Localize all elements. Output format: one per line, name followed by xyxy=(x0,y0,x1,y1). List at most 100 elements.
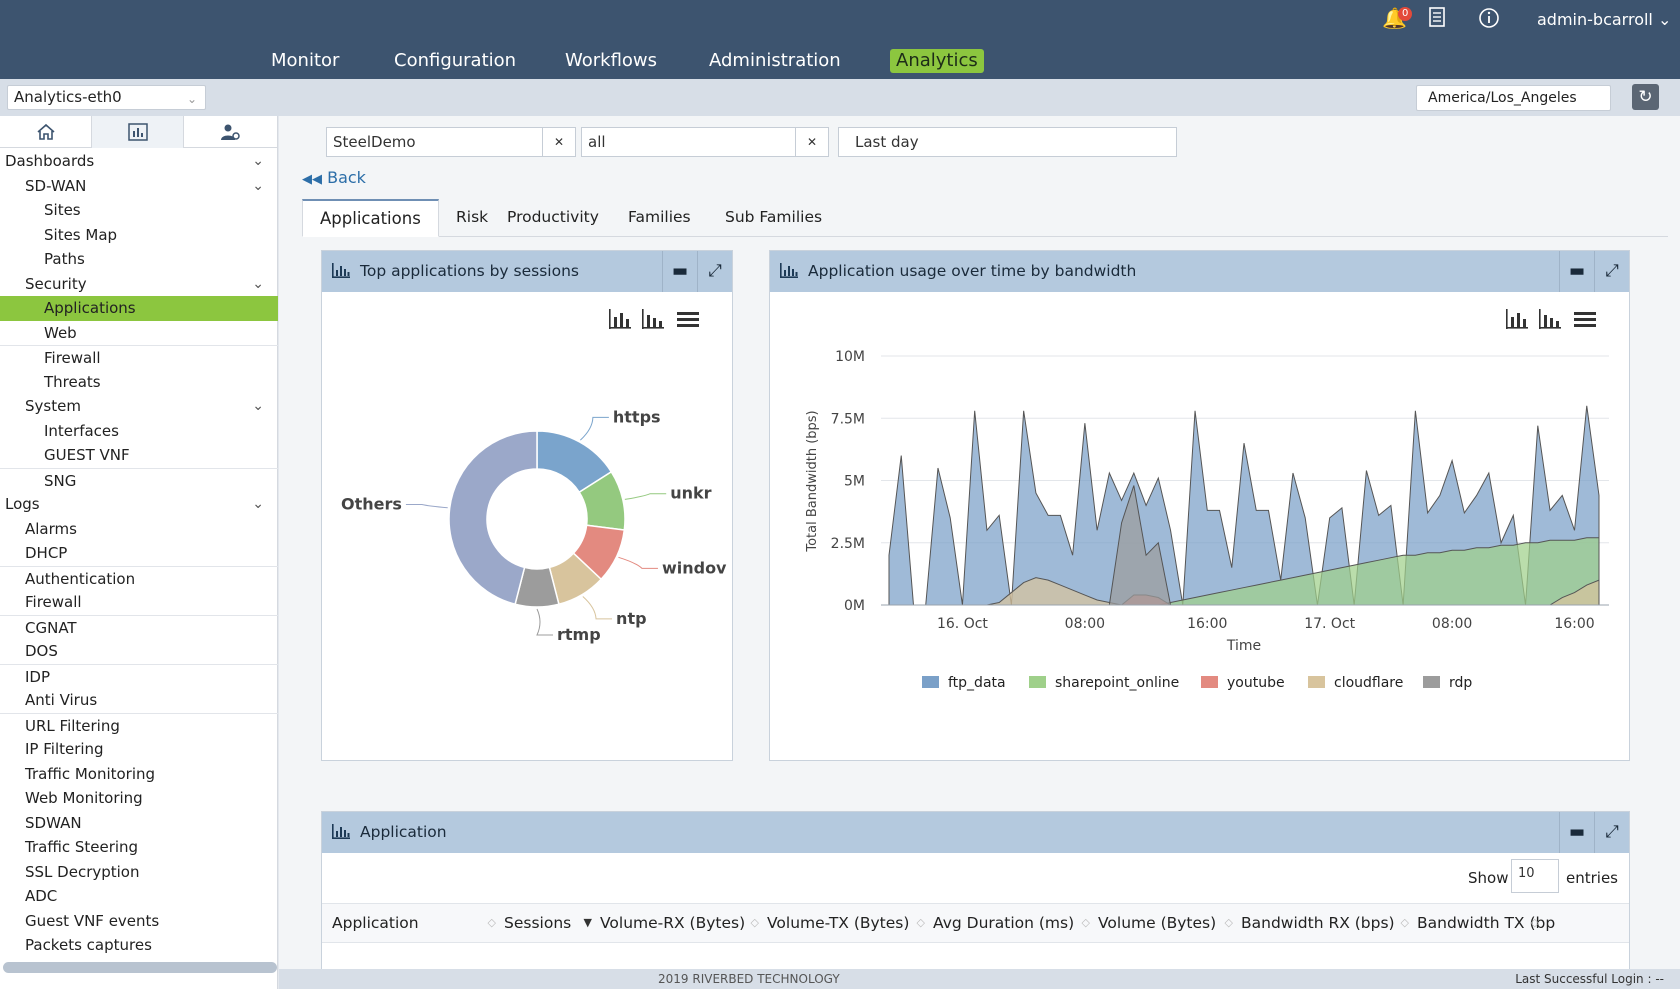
sidebar-tab-dashboards[interactable] xyxy=(92,116,184,148)
tab-productivity[interactable]: Productivity xyxy=(507,208,599,226)
column-header[interactable]: Application ◇ xyxy=(332,904,504,942)
donut-connector xyxy=(618,556,658,569)
sidebar-item-adc[interactable]: ADC xyxy=(0,884,278,909)
sidebar-item-interfaces[interactable]: Interfaces xyxy=(0,419,278,444)
user-menu[interactable]: admin-bcarroll ⌄ xyxy=(1537,10,1671,29)
sidebar-item-label: Applications xyxy=(44,299,136,317)
sidebar-item-sdwan[interactable]: SDWAN xyxy=(0,811,278,836)
sidebar-item-url-filtering[interactable]: URL Filtering xyxy=(0,712,278,738)
minimize-button[interactable]: ▬ xyxy=(1559,812,1594,853)
sidebar-item-packets-captures[interactable]: Packets captures xyxy=(0,933,278,958)
sidebar-item-ip-filtering[interactable]: IP Filtering xyxy=(0,737,278,762)
sidebar-tab-home[interactable] xyxy=(0,116,92,148)
tab-risk[interactable]: Risk xyxy=(456,208,489,226)
column-header[interactable]: Bandwidth TX (bp ◇ xyxy=(1417,904,1555,942)
tab-families[interactable]: Families xyxy=(628,208,691,226)
tenant-filter[interactable]: SteelDemo xyxy=(326,127,543,157)
sidebar-item-firewall[interactable]: Firewall xyxy=(0,590,278,615)
legend-label[interactable]: cloudflare xyxy=(1334,675,1403,691)
sidebar-item-paths[interactable]: Paths xyxy=(0,247,278,272)
sidebar-item-firewall[interactable]: Firewall xyxy=(0,345,278,370)
sidebar-item-guest-vnf[interactable]: GUEST VNF xyxy=(0,443,278,468)
stacked-chart-icon[interactable] xyxy=(1506,309,1528,334)
sidebar-item-traffic-steering[interactable]: Traffic Steering xyxy=(0,835,278,860)
stacked-chart-icon[interactable] xyxy=(609,309,631,334)
main-content: SteelDemo ✕ all ✕ Last day ◀◀ Back Appli… xyxy=(279,116,1680,969)
timezone-value: America/Los_Angeles xyxy=(1428,90,1577,106)
sidebar-item-idp[interactable]: IDP xyxy=(0,663,278,689)
expand-button[interactable]: ⤢ xyxy=(697,251,732,292)
legend-label[interactable]: youtube xyxy=(1227,675,1285,691)
sidebar-scrollbar[interactable] xyxy=(3,962,277,973)
donut-slice[interactable] xyxy=(448,430,538,606)
column-header[interactable]: Bandwidth RX (bps) ◇ xyxy=(1241,904,1417,942)
column-header[interactable]: Sessions ▼ xyxy=(504,904,600,942)
appliance-select[interactable]: Analytics-eth0 ⌄ xyxy=(7,85,206,110)
clipboard-icon[interactable] xyxy=(1428,7,1446,32)
sidebar-item-anti-virus[interactable]: Anti Virus xyxy=(0,688,278,713)
nav-administration[interactable]: Administration xyxy=(709,50,841,71)
sidebar-item-sd-wan[interactable]: SD-WAN ⌄ xyxy=(0,174,278,199)
sidebar-item-sites-map[interactable]: Sites Map xyxy=(0,223,278,248)
legend-label[interactable]: sharepoint_online xyxy=(1055,675,1179,691)
menu-icon[interactable] xyxy=(1574,310,1596,333)
minimize-button[interactable]: ▬ xyxy=(1559,251,1594,292)
legend-label[interactable]: ftp_data xyxy=(948,675,1006,691)
chevron-down-icon[interactable]: ⌄ xyxy=(252,398,264,414)
nav-workflows[interactable]: Workflows xyxy=(565,50,658,71)
sidebar-item-sites[interactable]: Sites xyxy=(0,198,278,223)
legend-label[interactable]: rdp xyxy=(1449,675,1472,691)
chevron-down-icon[interactable]: ⌄ xyxy=(252,153,264,169)
timezone-select[interactable]: America/Los_Angeles xyxy=(1416,85,1611,111)
expand-button[interactable]: ⤢ xyxy=(1594,251,1629,292)
time-range-filter[interactable]: Last day xyxy=(838,127,1177,157)
tab-applications[interactable]: Applications xyxy=(302,199,439,237)
sidebar-item-logs[interactable]: Logs ⌄ xyxy=(0,492,278,517)
donut-label: Others xyxy=(341,494,402,513)
menu-icon[interactable] xyxy=(677,310,699,333)
info-icon[interactable] xyxy=(1478,7,1500,34)
sidebar-item-dhcp[interactable]: DHCP xyxy=(0,541,278,566)
sidebar-item-web-monitoring[interactable]: Web Monitoring xyxy=(0,786,278,811)
column-header[interactable]: Volume (Bytes) ◇ xyxy=(1098,904,1241,942)
sidebar-item-dashboards[interactable]: Dashboards ⌄ xyxy=(0,149,278,174)
chevron-down-icon[interactable]: ⌄ xyxy=(252,275,264,292)
bar-chart-toggle-icon[interactable] xyxy=(642,309,664,334)
tab-sub-families[interactable]: Sub Families xyxy=(725,208,823,226)
bar-chart-toggle-icon[interactable] xyxy=(1539,309,1561,334)
sidebar-item-guest-vnf-events[interactable]: Guest VNF events xyxy=(0,909,278,934)
column-header[interactable]: Avg Duration (ms) ◇ xyxy=(933,904,1098,942)
minimize-button[interactable]: ▬ xyxy=(662,251,697,292)
sidebar-item-ssl-decryption[interactable]: SSL Decryption xyxy=(0,860,278,885)
chevron-down-icon[interactable]: ⌄ xyxy=(252,496,264,512)
scope-filter[interactable]: all xyxy=(581,127,796,157)
sidebar-item-applications[interactable]: Applications xyxy=(0,296,278,321)
nav-analytics[interactable]: Analytics xyxy=(890,49,984,73)
sidebar-tab-admin[interactable] xyxy=(184,116,276,148)
expand-button[interactable]: ⤢ xyxy=(1594,812,1629,853)
sidebar-item-threats[interactable]: Threats xyxy=(0,370,278,395)
column-header[interactable]: Volume-TX (Bytes) ◇ xyxy=(767,904,933,942)
sidebar-item-label: SNG xyxy=(44,471,77,490)
sidebar-item-web[interactable]: Web xyxy=(0,321,278,346)
refresh-button[interactable]: ↻ xyxy=(1632,84,1659,110)
sidebar-item-cgnat[interactable]: CGNAT xyxy=(0,614,278,640)
sidebar-item-label: ADC xyxy=(25,887,58,905)
back-link[interactable]: ◀◀ Back xyxy=(302,168,366,187)
nav-configuration[interactable]: Configuration xyxy=(394,50,517,71)
sidebar-item-security[interactable]: Security ⌄ xyxy=(0,272,278,297)
sort-icon: ◇ xyxy=(750,916,759,929)
sidebar-item-authentication[interactable]: Authentication xyxy=(0,565,278,591)
entries-select[interactable]: 10 xyxy=(1511,859,1559,893)
nav-monitor[interactable]: Monitor xyxy=(271,50,340,71)
clear-tenant-button[interactable]: ✕ xyxy=(542,127,576,157)
area-chart-panel: Application usage over time by bandwidth… xyxy=(769,250,1630,761)
sidebar-item-sng[interactable]: SNG xyxy=(0,467,278,493)
sidebar-item-alarms[interactable]: Alarms xyxy=(0,517,278,542)
sidebar-item-traffic-monitoring[interactable]: Traffic Monitoring xyxy=(0,762,278,787)
column-header[interactable]: Volume-RX (Bytes) ◇ xyxy=(600,904,767,942)
sidebar-item-dos[interactable]: DOS xyxy=(0,639,278,664)
chevron-down-icon[interactable]: ⌄ xyxy=(252,177,264,194)
clear-scope-button[interactable]: ✕ xyxy=(795,127,829,157)
sidebar-item-system[interactable]: System ⌄ xyxy=(0,394,278,419)
